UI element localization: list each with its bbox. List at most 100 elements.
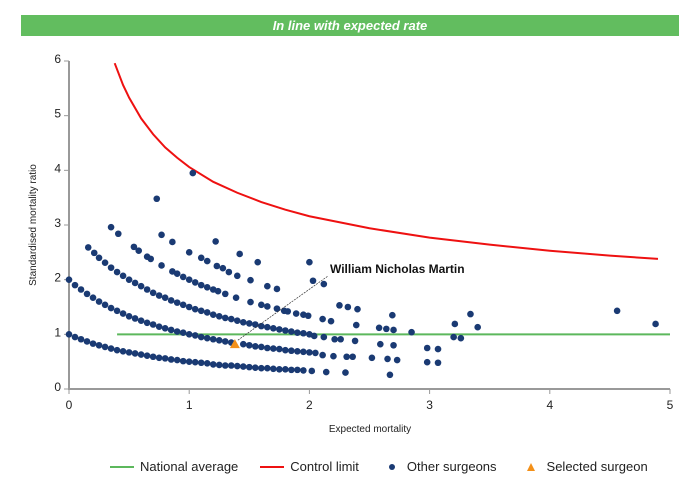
x-tick-label: 4	[546, 398, 553, 412]
other-surgeon-point	[264, 282, 271, 290]
other-surgeon-point	[312, 349, 319, 357]
other-surgeon-point	[221, 362, 229, 369]
other-surgeon-point	[292, 310, 300, 317]
other-surgeon-point	[246, 363, 253, 371]
other-surgeon-point	[179, 273, 187, 281]
other-surgeon-point	[354, 305, 361, 313]
legend-other-surgeons: Other surgeons	[381, 459, 497, 474]
other-surgeon-point	[300, 329, 307, 337]
other-surgeon-point	[252, 343, 259, 350]
other-surgeon-point	[384, 355, 391, 363]
other-surgeon-point	[221, 338, 229, 345]
other-surgeon-point	[423, 358, 431, 366]
other-surgeon-point	[113, 307, 121, 315]
other-surgeon-point	[161, 355, 169, 362]
other-surgeon-point	[173, 299, 181, 306]
other-surgeon-point	[377, 340, 384, 348]
other-surgeon-point	[89, 340, 97, 347]
other-surgeon-point	[343, 353, 350, 361]
other-surgeon-point	[158, 231, 165, 239]
other-surgeon-point	[143, 352, 151, 359]
control-limit-line	[113, 62, 659, 260]
other-surgeon-point	[169, 238, 176, 246]
other-surgeon-point	[125, 312, 133, 320]
other-surgeon-point	[197, 333, 205, 341]
other-surgeon-point	[155, 292, 163, 299]
other-surgeon-point	[337, 335, 344, 343]
other-surgeon-point	[113, 268, 121, 276]
other-surgeon-point	[185, 331, 193, 338]
other-surgeon-point	[320, 280, 328, 288]
other-surgeon-point	[155, 323, 163, 330]
other-surgeon-point	[276, 345, 283, 353]
line-swatch	[260, 465, 285, 468]
legend-selected-surgeon: Selected surgeon	[519, 459, 648, 474]
other-surgeon-point	[306, 349, 313, 356]
other-surgeon-point	[203, 360, 211, 367]
other-surgeon-point	[276, 366, 283, 373]
other-surgeon-point	[383, 325, 390, 333]
other-surgeon-point	[215, 361, 223, 369]
other-surgeon-point	[393, 356, 401, 364]
other-surgeon-point	[143, 286, 151, 293]
other-surgeon-point	[179, 357, 187, 365]
other-surgeon-point	[288, 347, 295, 355]
legend-national-average: National average	[110, 459, 238, 474]
other-surgeon-point	[310, 332, 318, 340]
x-tick-label: 0	[66, 398, 73, 412]
y-tick-label: 5	[54, 107, 61, 121]
other-surgeon-point	[319, 315, 326, 323]
other-surgeon-point	[125, 276, 133, 283]
x-tick-label: 2	[306, 398, 313, 412]
other-surgeon-point	[386, 371, 394, 379]
other-surgeon-point	[264, 323, 271, 331]
other-surgeon-point	[308, 367, 316, 375]
other-surgeon-point	[214, 287, 222, 295]
other-surgeon-point	[270, 345, 277, 352]
other-surgeon-point	[185, 276, 193, 283]
other-surgeon-point	[101, 343, 109, 351]
other-surgeon-point	[167, 356, 175, 363]
other-surgeon-point	[131, 279, 139, 287]
other-surgeon-point	[167, 326, 175, 334]
other-surgeon-point	[71, 333, 79, 341]
legend-label: National average	[140, 459, 239, 474]
other-surgeon-point	[344, 303, 352, 311]
other-surgeon-point	[434, 345, 442, 353]
other-surgeon-point	[327, 317, 335, 325]
other-surgeon-point	[119, 347, 127, 355]
other-surgeon-point	[368, 354, 376, 362]
marks	[65, 62, 670, 379]
other-surgeon-point	[173, 356, 181, 364]
other-surgeon-point	[203, 309, 211, 316]
other-surgeon-point	[258, 343, 265, 351]
other-surgeon-point	[474, 323, 481, 331]
other-surgeon-point	[434, 359, 442, 367]
other-surgeon-point	[264, 344, 271, 352]
other-surgeon-point	[107, 345, 115, 352]
other-surgeon-point	[270, 325, 277, 332]
x-tick-label: 5	[667, 398, 674, 412]
other-surgeon-point	[288, 328, 295, 335]
other-surgeon-point	[130, 243, 138, 251]
other-surgeon-point	[652, 320, 659, 328]
other-surgeon-point	[390, 341, 397, 349]
legend-label: Other surgeons	[406, 459, 497, 474]
other-surgeon-point	[221, 314, 229, 322]
result-banner: In line with expected rate	[21, 15, 679, 36]
other-surgeon-point	[467, 310, 474, 318]
other-surgeon-point	[258, 322, 265, 330]
other-surgeon-point	[215, 312, 223, 320]
dot-swatch	[388, 463, 395, 470]
other-surgeon-point	[185, 358, 193, 365]
other-surgeon-point	[239, 319, 247, 326]
other-surgeon-point	[173, 270, 181, 277]
line-swatch	[110, 465, 134, 468]
other-surgeon-point	[147, 255, 155, 263]
other-surgeon-point	[330, 352, 337, 360]
other-surgeon-point	[233, 272, 241, 280]
other-surgeon-point	[457, 334, 465, 342]
other-surgeon-point	[209, 311, 217, 318]
selected-surgeon-point	[229, 339, 240, 349]
y-axis-label: Standardised mortality ratio	[28, 164, 39, 286]
